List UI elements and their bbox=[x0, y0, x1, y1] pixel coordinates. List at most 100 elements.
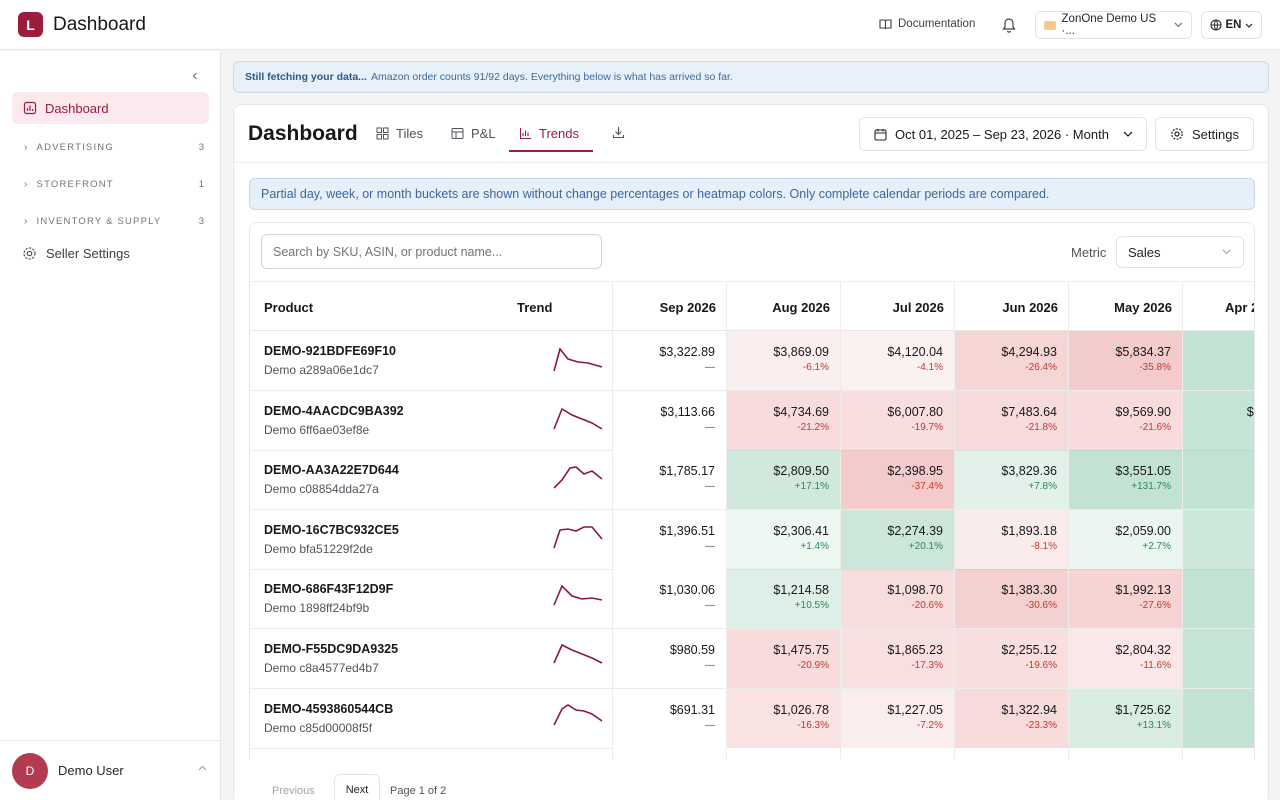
cell-change: +19 bbox=[1183, 541, 1254, 552]
table-row[interactable]: DEMO-4AACDC9BA392 Demo 6ff6ae03ef8e $3,113… bbox=[250, 390, 1254, 451]
value-cell: $980.59 — bbox=[613, 629, 726, 688]
cell-change: -20.6% bbox=[911, 600, 943, 612]
value-cell: $1,52 +40 bbox=[1183, 688, 1254, 748]
sidebar-section-advertising[interactable]: › ADVERTISING 3 bbox=[24, 142, 204, 153]
gear-icon bbox=[23, 247, 36, 260]
column-header-month[interactable]: May 2026 bbox=[1114, 300, 1172, 315]
next-page-button[interactable]: Next bbox=[334, 774, 380, 800]
column-divider bbox=[840, 281, 841, 761]
cell-change: -11.6% bbox=[1140, 660, 1171, 671]
product-name: Demo c85d00008f5f bbox=[264, 720, 373, 735]
tab-pnl[interactable]: P&L bbox=[451, 126, 496, 141]
value-cell: $3,829.36 +7.8% bbox=[955, 450, 1068, 510]
search-input[interactable] bbox=[261, 234, 602, 269]
settings-label: Settings bbox=[1192, 126, 1239, 142]
value-cell: $1,865.23 -17.3% bbox=[841, 629, 954, 688]
column-header-product[interactable]: Product bbox=[264, 300, 314, 315]
cell-change: +27 bbox=[1183, 362, 1254, 373]
notifications-button[interactable] bbox=[1001, 16, 1017, 36]
table-row[interactable]: DEMO-F55DC9DA9325 Demo c8a4577ed4b7 $980.5… bbox=[250, 629, 1254, 689]
table-row[interactable]: DEMO-16C7BC932CE5 Demo bfa51229f2de $1,396… bbox=[250, 509, 1254, 570]
value-cell: $1,214.58 +10.5% bbox=[727, 569, 840, 629]
trend-sparkline bbox=[553, 643, 603, 664]
cell-change: +23 bbox=[1183, 660, 1254, 671]
collapse-sidebar-button[interactable] bbox=[190, 69, 200, 84]
date-range-picker[interactable]: Oct 01, 2025 – Sep 23, 2026 · Month bbox=[859, 117, 1147, 151]
cell-change: +1.4% bbox=[800, 540, 829, 552]
column-header-month[interactable]: Apr 2 bbox=[1225, 300, 1255, 315]
app-logo[interactable]: L bbox=[18, 12, 43, 37]
book-icon bbox=[879, 19, 892, 30]
cell-change: — bbox=[705, 362, 715, 373]
table-row[interactable]: DEMO-921BDFE69F10 Demo a289a06e1dc7 $3,322… bbox=[250, 331, 1255, 391]
column-header-month[interactable]: Jul 2026 bbox=[892, 300, 944, 315]
cell-value: $1,098.70 bbox=[887, 583, 943, 598]
cell-change: -35.8% bbox=[1139, 362, 1171, 373]
language-selector[interactable]: EN bbox=[1201, 11, 1262, 39]
value-cell: $2,398.95 -37.4% bbox=[841, 450, 954, 510]
cell-change: +40 bbox=[1183, 720, 1254, 731]
cell-change: +131.7% bbox=[1131, 481, 1171, 493]
product-name: Demo bfa51229f2de bbox=[264, 541, 373, 556]
column-header-month[interactable]: Jun 2026 bbox=[1002, 300, 1058, 315]
trend-sparkline bbox=[553, 584, 603, 606]
cell-change: -7.2% bbox=[916, 719, 943, 731]
column-header-month[interactable]: Sep 2026 bbox=[659, 300, 716, 315]
chevron-down-icon bbox=[1174, 22, 1183, 28]
cell-value: $9,569.90 bbox=[1115, 404, 1171, 419]
cell-value: $1,475.75 bbox=[773, 643, 829, 657]
value-cell: $9,569.90 -21.6% bbox=[1069, 390, 1182, 450]
card-header: Dashboard Tiles P&L Trends Oct 01, 2025 … bbox=[234, 105, 1268, 163]
user-menu[interactable]: D Demo User bbox=[0, 740, 221, 800]
cell-value: $1,227.05 bbox=[887, 702, 943, 717]
tab-trends[interactable]: Trends bbox=[519, 126, 579, 141]
sidebar: Dashboard › ADVERTISING 3 › STOREFRONT 1… bbox=[0, 51, 221, 800]
sidebar-item-dashboard[interactable]: Dashboard bbox=[12, 92, 209, 124]
cell-change: — bbox=[705, 600, 715, 612]
product-sku: DEMO-921BDFE69F10 bbox=[264, 344, 396, 358]
cell-change: -30.6% bbox=[1025, 600, 1057, 612]
cell-value: $1,785.17 bbox=[659, 464, 715, 479]
chevron-down-icon bbox=[1123, 131, 1133, 137]
sidebar-section-inventory[interactable]: › INVENTORY & SUPPLY 3 bbox=[24, 216, 204, 227]
user-name: Demo User bbox=[58, 763, 124, 778]
sidebar-section-storefront[interactable]: › STOREFRONT 1 bbox=[24, 179, 204, 190]
column-header-month[interactable]: Aug 2026 bbox=[772, 300, 830, 315]
settings-button[interactable]: Settings bbox=[1155, 117, 1254, 151]
value-cell: $1,227.05 -7.2% bbox=[841, 688, 954, 748]
cell-value: $3,551.05 bbox=[1115, 464, 1171, 479]
table-row[interactable]: DEMO-686F43F12D9F Demo 1898ff24bf9b $1,030… bbox=[250, 569, 1254, 630]
sidebar-item-seller-settings[interactable]: Seller Settings bbox=[22, 246, 130, 261]
chevron-left-icon bbox=[192, 72, 197, 80]
value-cell: $2,809.50 +17.1% bbox=[727, 450, 840, 510]
product-name: Demo c8a4577ed4b7 bbox=[264, 661, 379, 675]
documentation-link[interactable]: Documentation bbox=[879, 18, 975, 30]
cell-value: $2,809.50 bbox=[773, 464, 829, 479]
cell-value: $12,20 bbox=[1246, 404, 1254, 419]
cell-value: $2,398.95 bbox=[887, 464, 943, 479]
metric-value: Sales bbox=[1128, 244, 1161, 260]
value-cell: $3,551.05 +131.7% bbox=[1069, 450, 1182, 510]
cell-change: -21.8% bbox=[1025, 421, 1057, 433]
cell-change: -23.3% bbox=[1025, 719, 1057, 731]
cell-value: $2,274.39 bbox=[887, 523, 943, 538]
metric-label: Metric bbox=[1071, 245, 1107, 260]
cell-change: -20.9% bbox=[797, 660, 829, 671]
cell-value: $1,322.94 bbox=[1001, 702, 1057, 717]
metric-select[interactable]: Sales bbox=[1116, 236, 1244, 268]
previous-page-button[interactable]: Previous bbox=[272, 785, 315, 797]
cell-change: — bbox=[705, 421, 715, 433]
cell-value: $1,383.30 bbox=[1001, 583, 1057, 598]
chevron-up-icon bbox=[198, 765, 207, 771]
table-row[interactable]: DEMO-AA3A22E7D644 Demo c08854dda27a $1,785… bbox=[250, 450, 1254, 511]
flag-icon bbox=[1044, 20, 1056, 30]
cell-value: $4,294.93 bbox=[1001, 345, 1057, 359]
account-selector[interactable]: ZonOne Demo US ·... bbox=[1035, 11, 1192, 39]
download-button[interactable] bbox=[612, 126, 625, 139]
cell-change: -17.3% bbox=[911, 660, 943, 671]
tab-tiles[interactable]: Tiles bbox=[376, 126, 423, 141]
cell-value: $9,08 bbox=[1183, 345, 1255, 359]
table-row[interactable]: DEMO-4593860544CB Demo c85d00008f5f $691.3… bbox=[250, 688, 1254, 749]
cell-value: $6,007.80 bbox=[887, 404, 943, 419]
cell-value: $691.31 bbox=[669, 702, 715, 717]
